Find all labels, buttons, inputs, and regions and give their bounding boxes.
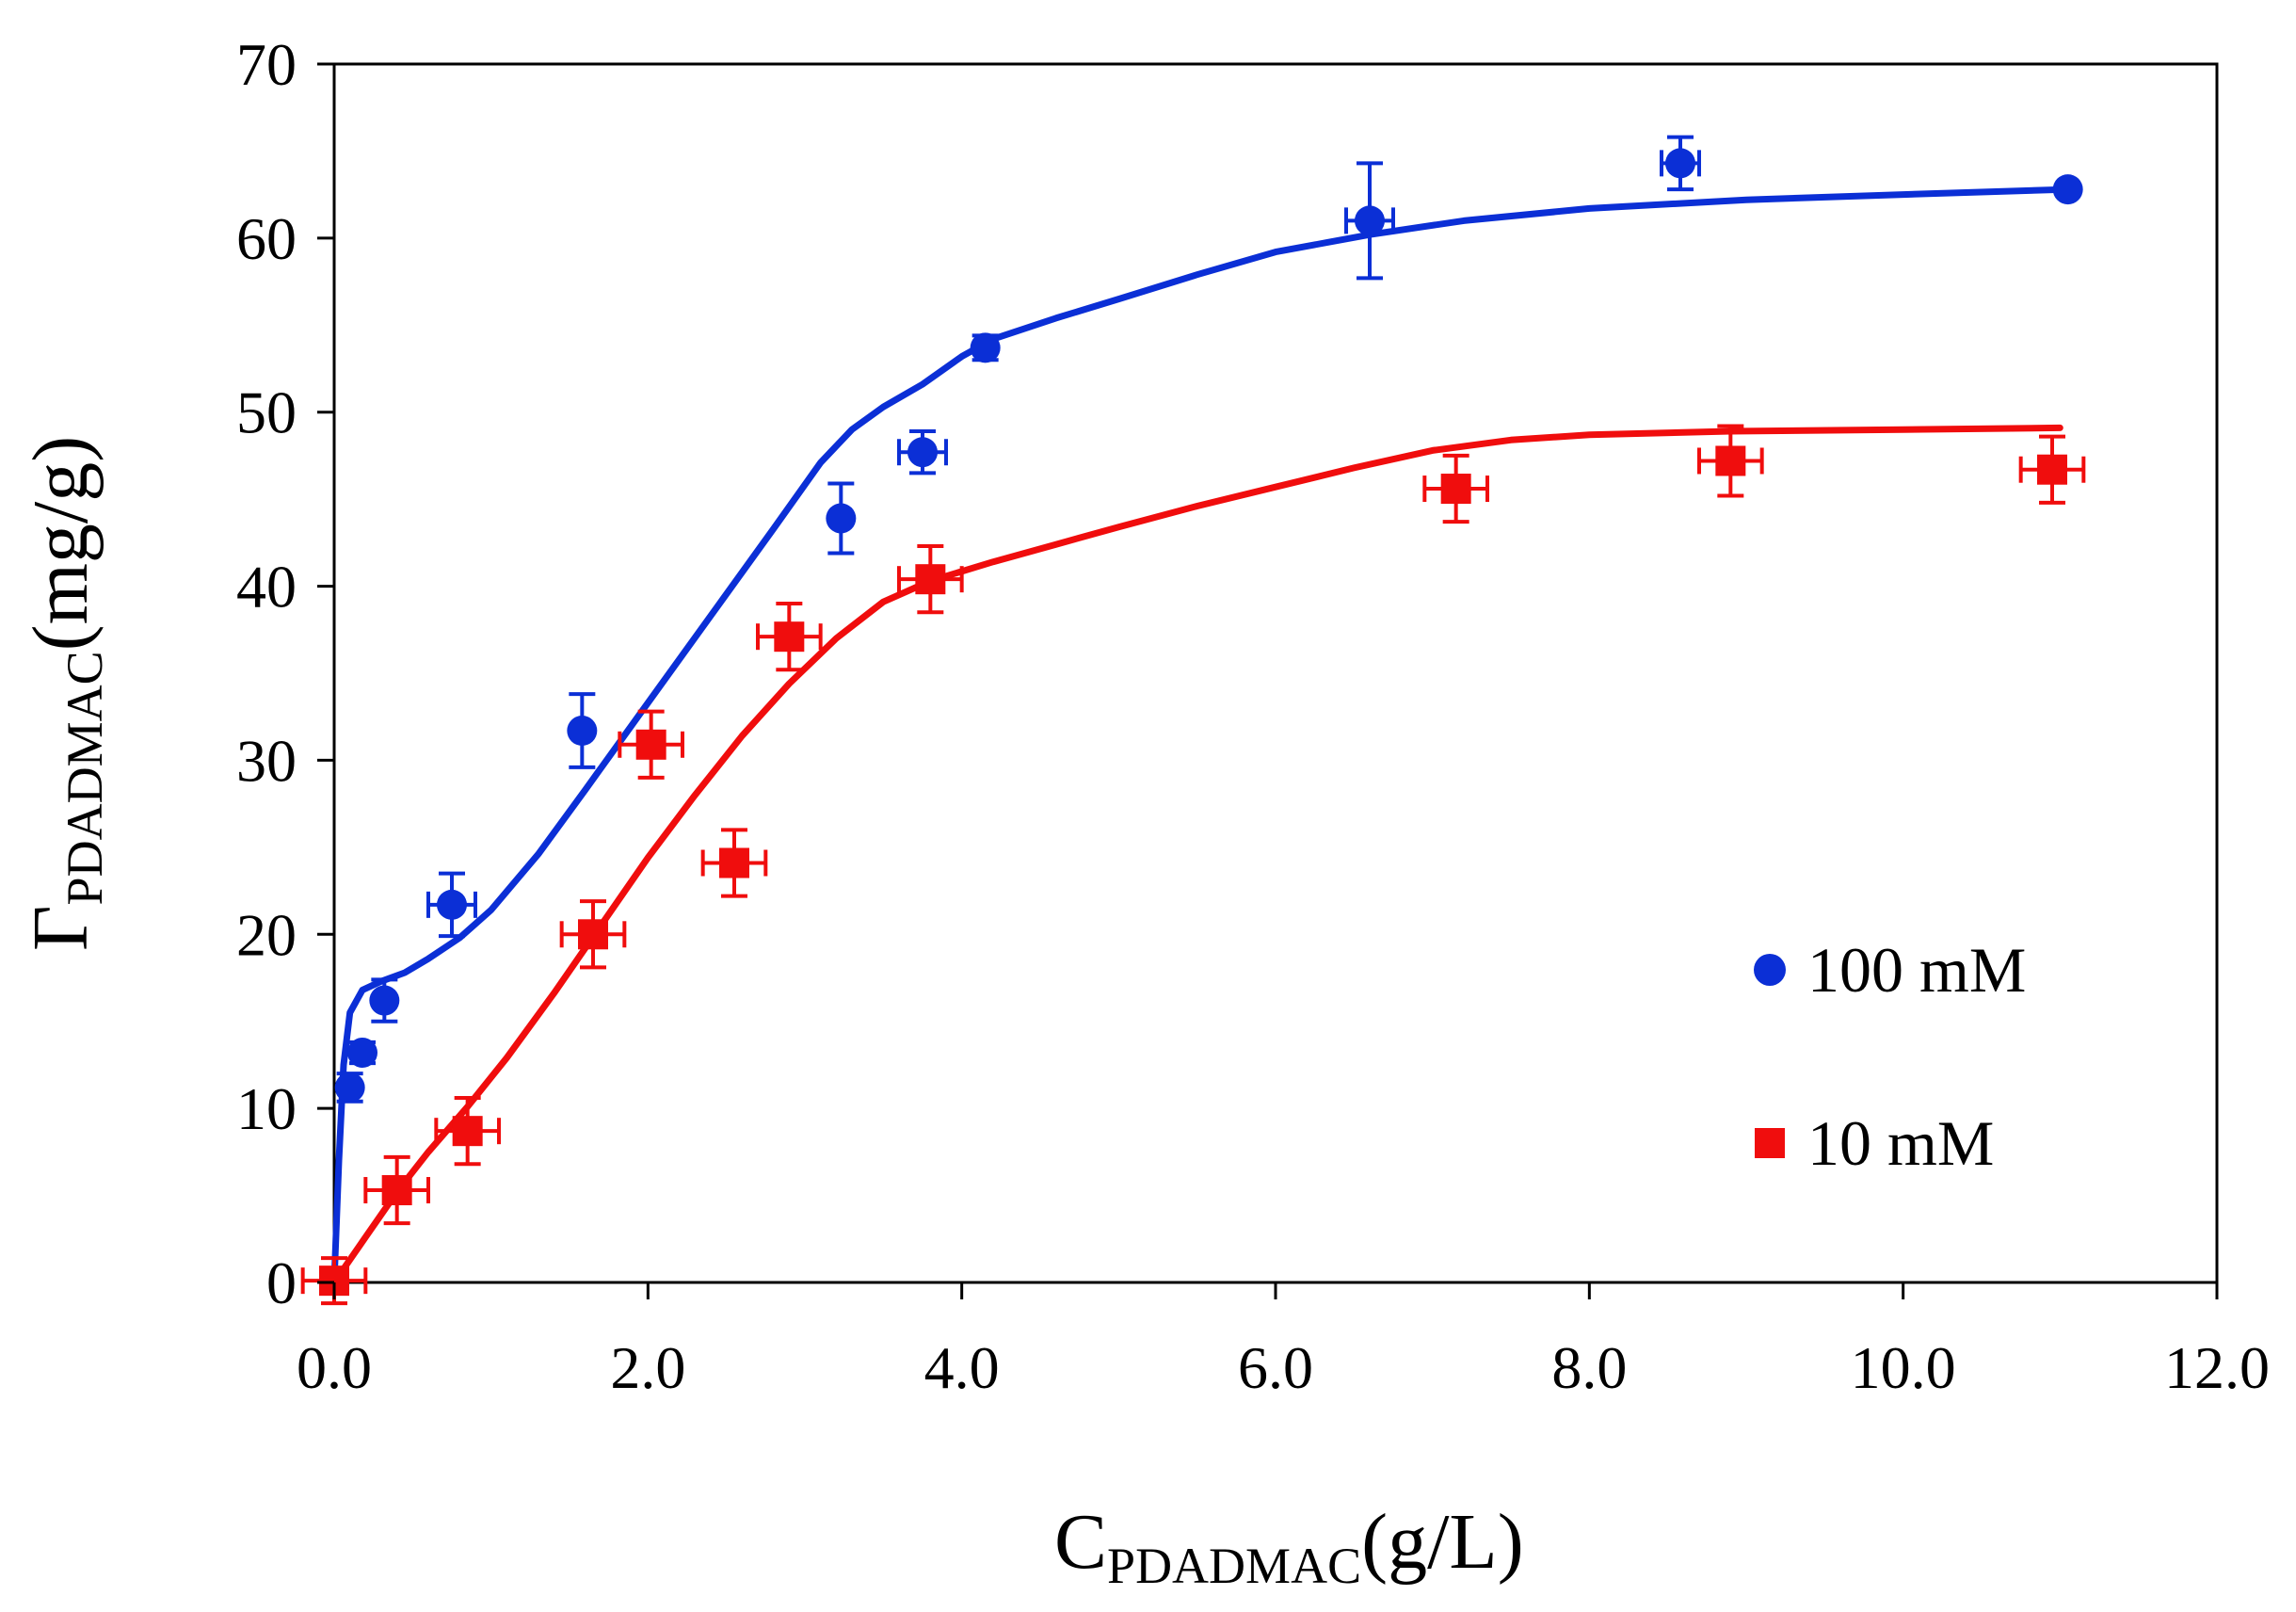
y-axis-ticks: 0 10 20 30 40 50 60 70 xyxy=(236,31,334,1316)
y-tick-label: 20 xyxy=(236,901,297,968)
data-point-0-0 xyxy=(334,1072,365,1103)
plot-frame xyxy=(332,62,2219,1284)
data-point-0-6 xyxy=(907,437,938,468)
data-markers xyxy=(319,148,2083,1297)
fit-line-1 xyxy=(330,424,2063,1286)
plot-border xyxy=(332,62,2219,1284)
legend-marker-100mm xyxy=(1754,954,1786,986)
data-point-1-9 xyxy=(1715,445,1746,476)
data-point-1-10 xyxy=(2037,454,2067,485)
y-tick-label: 60 xyxy=(236,205,297,272)
data-point-0-10 xyxy=(2052,174,2083,205)
data-point-0-8 xyxy=(1355,205,1385,236)
data-point-0-7 xyxy=(970,332,1001,363)
x-axis-title: CPDADMAC(g/L) xyxy=(1054,1498,1524,1594)
y-tick-label: 10 xyxy=(236,1075,297,1142)
data-point-0-1 xyxy=(347,1037,377,1068)
y-tick-label: 30 xyxy=(236,727,297,794)
data-point-1-4 xyxy=(635,729,666,760)
x-axis-symbol: C xyxy=(1054,1498,1107,1586)
y-axis-unit: (mg/g) xyxy=(17,436,104,652)
data-point-1-7 xyxy=(915,564,946,595)
data-point-1-8 xyxy=(1440,474,1471,505)
x-tick-label: 4.0 xyxy=(924,1334,1000,1401)
y-tick-label: 0 xyxy=(266,1249,297,1316)
x-tick-label: 12.0 xyxy=(2164,1334,2270,1401)
y-axis-symbol: Γ xyxy=(17,905,104,951)
data-point-0-2 xyxy=(369,985,400,1016)
x-tick-label: 0.0 xyxy=(297,1334,372,1401)
x-tick-label: 2.0 xyxy=(610,1334,685,1401)
y-axis-title: ΓPDADMAC(mg/g) xyxy=(17,436,113,951)
y-tick-label: 70 xyxy=(236,31,297,98)
y-axis-subscript: PDADMAC xyxy=(56,651,113,905)
data-point-1-6 xyxy=(774,621,805,653)
data-point-0-9 xyxy=(1665,148,1695,179)
data-point-1-2 xyxy=(452,1116,483,1147)
data-point-1-5 xyxy=(719,847,749,879)
x-tick-label: 8.0 xyxy=(1551,1334,1627,1401)
x-axis-unit: (g/L) xyxy=(1361,1498,1524,1586)
y-tick-label: 40 xyxy=(236,554,297,621)
data-point-1-3 xyxy=(578,919,608,950)
legend-label-100mm: 100 mM xyxy=(1807,934,2026,1006)
data-point-1-1 xyxy=(381,1175,412,1206)
y-tick-label: 50 xyxy=(236,379,297,446)
x-axis-ticks: 0.0 2.0 4.0 6.0 8.0 10.0 12.0 xyxy=(297,1282,2270,1401)
x-tick-label: 6.0 xyxy=(1238,1334,1313,1401)
data-point-0-4 xyxy=(567,716,598,747)
legend-marker-10mm xyxy=(1755,1128,1785,1158)
data-point-0-5 xyxy=(826,503,857,534)
x-tick-label: 10.0 xyxy=(1851,1334,1956,1401)
legend-label-10mm: 10 mM xyxy=(1807,1107,1994,1179)
legend: 100 mM 10 mM xyxy=(1754,934,2026,1179)
data-point-0-3 xyxy=(437,889,467,920)
x-axis-subscript: PDADMAC xyxy=(1107,1538,1361,1594)
